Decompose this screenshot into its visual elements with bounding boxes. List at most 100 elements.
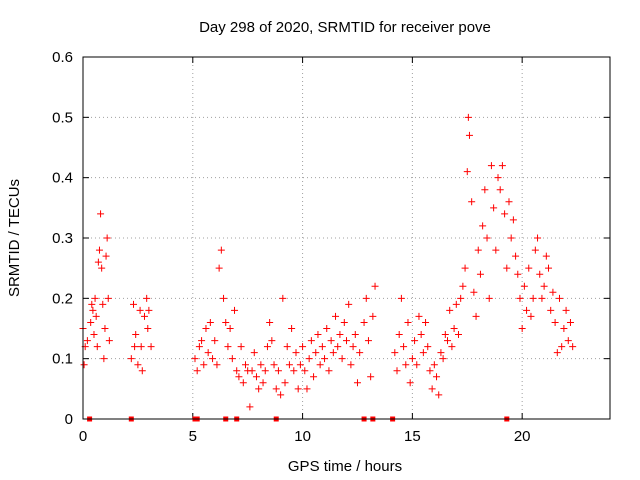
data-point bbox=[277, 391, 285, 399]
data-point bbox=[206, 318, 214, 326]
data-point bbox=[428, 385, 436, 393]
data-point bbox=[217, 246, 225, 254]
data-point bbox=[252, 373, 260, 381]
data-point bbox=[470, 288, 478, 296]
data-point bbox=[132, 331, 140, 339]
data-point bbox=[566, 318, 574, 326]
data-point bbox=[397, 294, 405, 302]
data-point bbox=[296, 361, 304, 369]
data-point bbox=[516, 294, 524, 302]
data-point bbox=[329, 349, 337, 357]
data-point bbox=[545, 264, 553, 272]
data-point bbox=[503, 264, 511, 272]
data-point bbox=[340, 318, 348, 326]
data-point bbox=[99, 300, 107, 308]
data-point bbox=[131, 343, 139, 351]
data-point bbox=[195, 343, 203, 351]
data-point bbox=[349, 343, 357, 351]
x-tick-label: 0 bbox=[79, 428, 87, 445]
data-point bbox=[233, 367, 241, 375]
data-point bbox=[509, 216, 517, 224]
data-point bbox=[332, 312, 340, 320]
data-point bbox=[496, 186, 504, 194]
data-point bbox=[231, 306, 239, 314]
data-point bbox=[487, 162, 495, 170]
x-axis-title: GPS time / hours bbox=[288, 458, 402, 475]
data-point bbox=[527, 312, 535, 320]
data-point bbox=[415, 312, 423, 320]
data-point bbox=[464, 113, 472, 121]
data-point bbox=[268, 337, 276, 345]
data-point bbox=[224, 343, 232, 351]
data-point bbox=[220, 294, 228, 302]
data-point bbox=[97, 210, 105, 218]
data-point bbox=[301, 367, 309, 375]
data-point bbox=[474, 246, 482, 254]
data-point bbox=[257, 361, 265, 369]
x-tick-label: 20 bbox=[514, 428, 531, 445]
data-point bbox=[305, 355, 313, 363]
data-point bbox=[144, 325, 152, 332]
data-point bbox=[437, 349, 445, 357]
data-point bbox=[193, 367, 201, 375]
y-tick-label: 0.2 bbox=[52, 290, 73, 307]
data-point bbox=[228, 355, 236, 363]
data-point bbox=[104, 294, 112, 302]
data-point bbox=[551, 318, 559, 326]
y-tick-label: 0.4 bbox=[52, 170, 73, 187]
data-point bbox=[417, 331, 425, 339]
data-point bbox=[211, 337, 219, 345]
data-point bbox=[483, 234, 491, 242]
data-point bbox=[138, 367, 146, 375]
data-point bbox=[325, 367, 333, 375]
data-point bbox=[237, 343, 245, 351]
data-point bbox=[549, 288, 557, 296]
data-point bbox=[422, 318, 430, 326]
data-point bbox=[255, 385, 263, 393]
data-point bbox=[534, 234, 542, 242]
y-tick-label: 0.1 bbox=[52, 351, 73, 368]
data-point bbox=[555, 294, 563, 302]
data-point bbox=[283, 343, 291, 351]
data-point bbox=[87, 318, 95, 326]
data-point bbox=[191, 355, 199, 363]
data-point bbox=[547, 306, 555, 314]
data-point bbox=[347, 361, 355, 369]
data-point bbox=[356, 349, 364, 357]
data-point bbox=[215, 264, 223, 272]
data-point bbox=[472, 312, 480, 320]
data-point bbox=[529, 294, 537, 302]
data-point bbox=[518, 325, 526, 332]
data-point bbox=[285, 361, 293, 369]
data-point bbox=[512, 252, 520, 260]
data-point bbox=[391, 349, 399, 357]
data-point bbox=[439, 355, 447, 363]
data-point bbox=[127, 355, 135, 363]
data-point bbox=[226, 325, 234, 332]
data-point bbox=[83, 337, 91, 345]
y-axis-title: SRMTID / TECUs bbox=[6, 179, 23, 297]
data-point bbox=[145, 306, 153, 314]
data-point bbox=[246, 403, 254, 411]
data-point bbox=[452, 300, 460, 308]
data-point bbox=[143, 294, 151, 302]
data-point bbox=[92, 312, 100, 320]
data-point bbox=[241, 361, 249, 369]
data-point bbox=[523, 306, 531, 314]
data-point bbox=[334, 343, 342, 351]
data-point bbox=[542, 252, 550, 260]
data-point bbox=[360, 318, 368, 326]
data-point bbox=[441, 331, 449, 339]
data-point bbox=[261, 367, 269, 375]
data-point bbox=[200, 361, 208, 369]
data-point bbox=[279, 294, 287, 302]
data-point bbox=[520, 282, 528, 290]
data-point bbox=[490, 204, 498, 212]
data-point bbox=[136, 306, 144, 314]
data-point bbox=[274, 367, 282, 375]
data-point bbox=[101, 325, 109, 332]
data-point bbox=[553, 349, 561, 357]
data-point bbox=[562, 306, 570, 314]
data-point bbox=[444, 337, 452, 345]
